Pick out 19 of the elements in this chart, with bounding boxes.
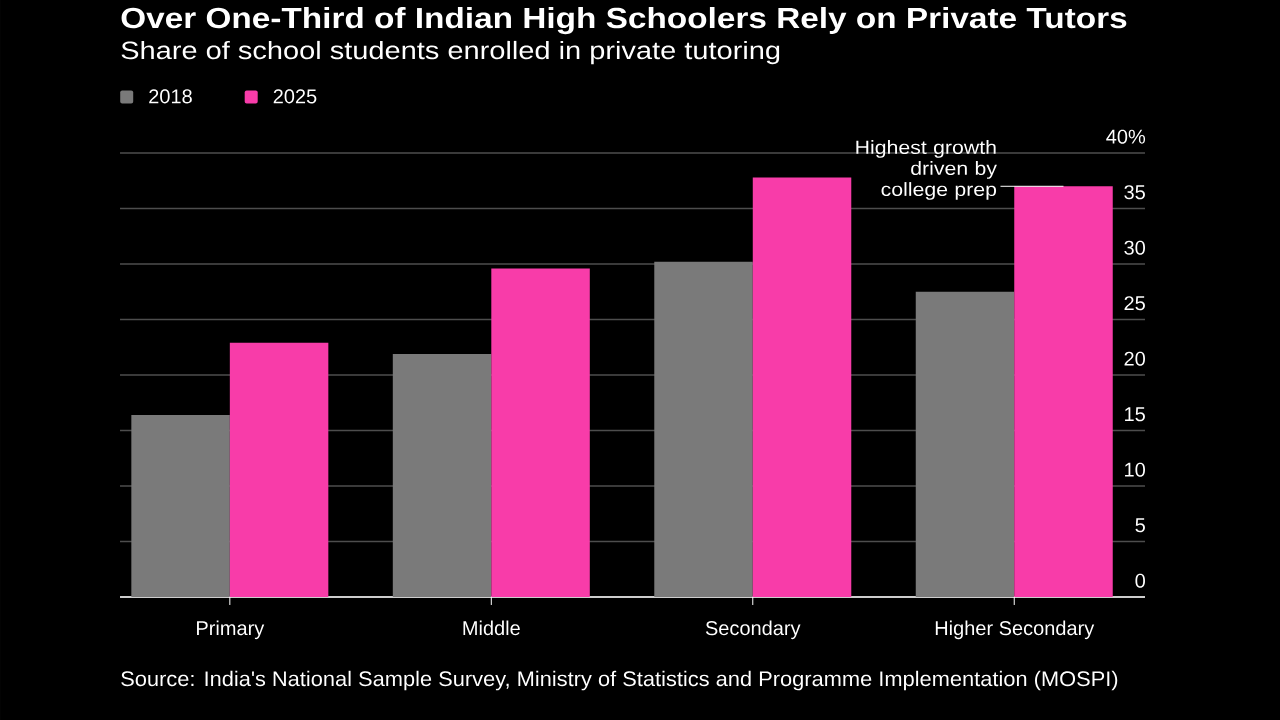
legend-label: 2018 (149, 89, 192, 104)
x-tick-label: Middle (463, 620, 520, 636)
y-tick-label: 20 (1124, 351, 1145, 366)
legend-label: 2025 (273, 89, 317, 104)
annotation: Highest growth driven by college prep (856, 140, 997, 200)
source-note: Source: India's National Sample Survey, Ministry of Statistics and Programme Implementation (MOSPI) (121, 670, 1118, 691)
y-tick-label: 30 (1124, 240, 1145, 255)
y-tick-label: 10 (1125, 462, 1145, 477)
y-tick-label: 35 (1124, 185, 1145, 200)
y-tick-label: 0 (1135, 573, 1145, 588)
x-tick-label: Secondary (705, 620, 801, 640)
x-tick-label: Higher Secondary (935, 620, 1095, 640)
chart-title: Over One-Third of Indian High Schoolers Rely on Private Tutors (121, 6, 1127, 35)
x-tick-label: Primary (197, 620, 265, 640)
y-tick-label: 25 (1124, 296, 1145, 311)
y-tick-label: 40% (1106, 129, 1146, 144)
y-tick-label: 15 (1125, 407, 1145, 422)
chart-subtitle: Share of school students enrolled in private tutoring (121, 40, 780, 65)
y-tick-label: 5 (1135, 518, 1145, 533)
